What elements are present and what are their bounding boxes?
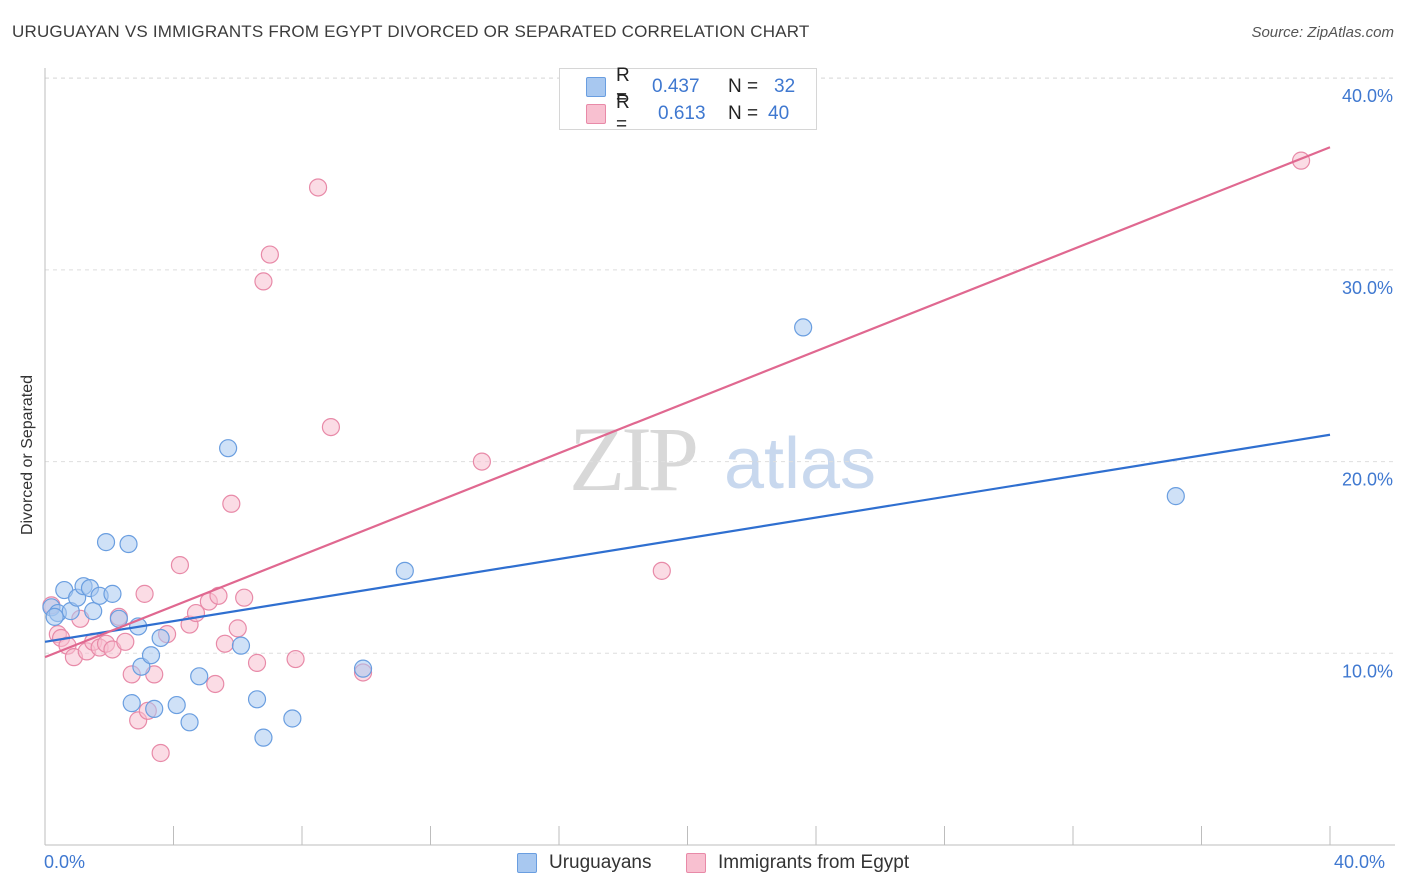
uruguayans-legend-swatch <box>517 853 537 873</box>
egypt-point <box>652 561 671 580</box>
r-label: R = <box>616 65 630 108</box>
r-label: R = <box>616 92 630 135</box>
r-value: 0.613 <box>658 103 706 124</box>
egypt-trend-line <box>44 146 1331 659</box>
egypt-point <box>228 619 247 638</box>
n-value: 32 <box>774 76 796 97</box>
x-axis-min-label: 0.0% <box>44 852 86 872</box>
axes <box>44 68 1395 846</box>
r-value: 0.437 <box>652 76 700 97</box>
legend-item-uruguayans: Uruguayans <box>517 852 651 874</box>
egypt-point <box>472 452 491 471</box>
egypt-legend-swatch <box>686 853 706 873</box>
uruguayan-point <box>794 318 813 337</box>
uruguayan-point <box>180 713 199 732</box>
uruguayan-point <box>145 699 164 718</box>
uruguayan-trend-line <box>44 433 1331 643</box>
n-label: N = <box>728 76 759 97</box>
uruguayan-point <box>96 533 116 552</box>
egypt-point <box>215 634 234 653</box>
uruguayan-point <box>190 667 209 686</box>
uruguayans-swatch <box>586 77 606 97</box>
source-label: Source: ZipAtlas.com <box>1251 24 1394 41</box>
uruguayan-point <box>167 695 186 715</box>
legend-row-uruguayans: R = 0.437 N = 32 <box>586 65 796 108</box>
egypt-point <box>235 588 254 607</box>
uruguayans-legend-label: Uruguayans <box>549 852 652 873</box>
uruguayan-point <box>231 636 251 655</box>
egypt-point <box>321 417 341 437</box>
egypt-point <box>170 556 190 575</box>
watermark: ZIP atlas <box>569 408 876 510</box>
legend-item-egypt: Immigrants from Egypt <box>686 852 909 874</box>
egypt-point <box>286 649 305 669</box>
legend-row-egypt: R = 0.613 N = 40 <box>586 92 790 135</box>
uruguayan-point <box>247 690 267 709</box>
egypt-point <box>260 245 279 264</box>
uruguayan-point <box>283 709 302 728</box>
uruguayan-point <box>254 728 273 747</box>
n-label: N = <box>728 103 759 124</box>
x-axis-max-label: 40.0% <box>1334 852 1386 872</box>
uruguayan-point <box>84 602 103 621</box>
uruguayan-point <box>1166 487 1185 506</box>
watermark-zip: ZIP <box>569 408 696 510</box>
y-tick-label: 40.0% <box>1342 86 1393 106</box>
egypt-point <box>222 494 241 513</box>
uruguayan-point <box>119 534 138 554</box>
n-value: 40 <box>768 103 790 124</box>
uruguayan-point <box>45 607 64 626</box>
correlation-legend: R = 0.437 N = 32 R = 0.613 N = 40 <box>559 65 817 135</box>
y-tick-labels: 10.0% 20.0% 30.0% 40.0% <box>1342 86 1393 681</box>
egypt-point <box>116 632 135 651</box>
egypt-point <box>135 584 154 603</box>
series-legend: Uruguayans Immigrants from Egypt <box>0 852 1406 878</box>
egypt-point <box>254 272 273 291</box>
trend-lines <box>44 146 1331 659</box>
egypt-swatch <box>586 104 606 124</box>
uruguayan-point <box>151 628 170 648</box>
grid-lines <box>45 77 1395 654</box>
egypt-legend-label: Immigrants from Egypt <box>718 852 910 873</box>
y-tick-label: 20.0% <box>1342 470 1393 490</box>
uruguayan-points <box>42 318 1185 747</box>
chart-title: URUGUAYAN VS IMMIGRANTS FROM EGYPT DIVOR… <box>12 22 810 41</box>
uruguayan-point <box>219 439 238 458</box>
egypt-point <box>151 743 170 763</box>
uruguayan-point <box>353 659 373 678</box>
uruguayan-point <box>103 584 122 603</box>
uruguayan-point <box>141 646 161 665</box>
egypt-point <box>206 674 225 694</box>
y-tick-label: 30.0% <box>1342 278 1393 298</box>
uruguayan-point <box>395 561 414 580</box>
egypt-point <box>308 178 328 197</box>
watermark-atlas: atlas <box>724 424 876 504</box>
uruguayan-point <box>122 694 141 713</box>
egypt-point <box>247 653 267 672</box>
y-tick-label: 10.0% <box>1342 661 1393 681</box>
